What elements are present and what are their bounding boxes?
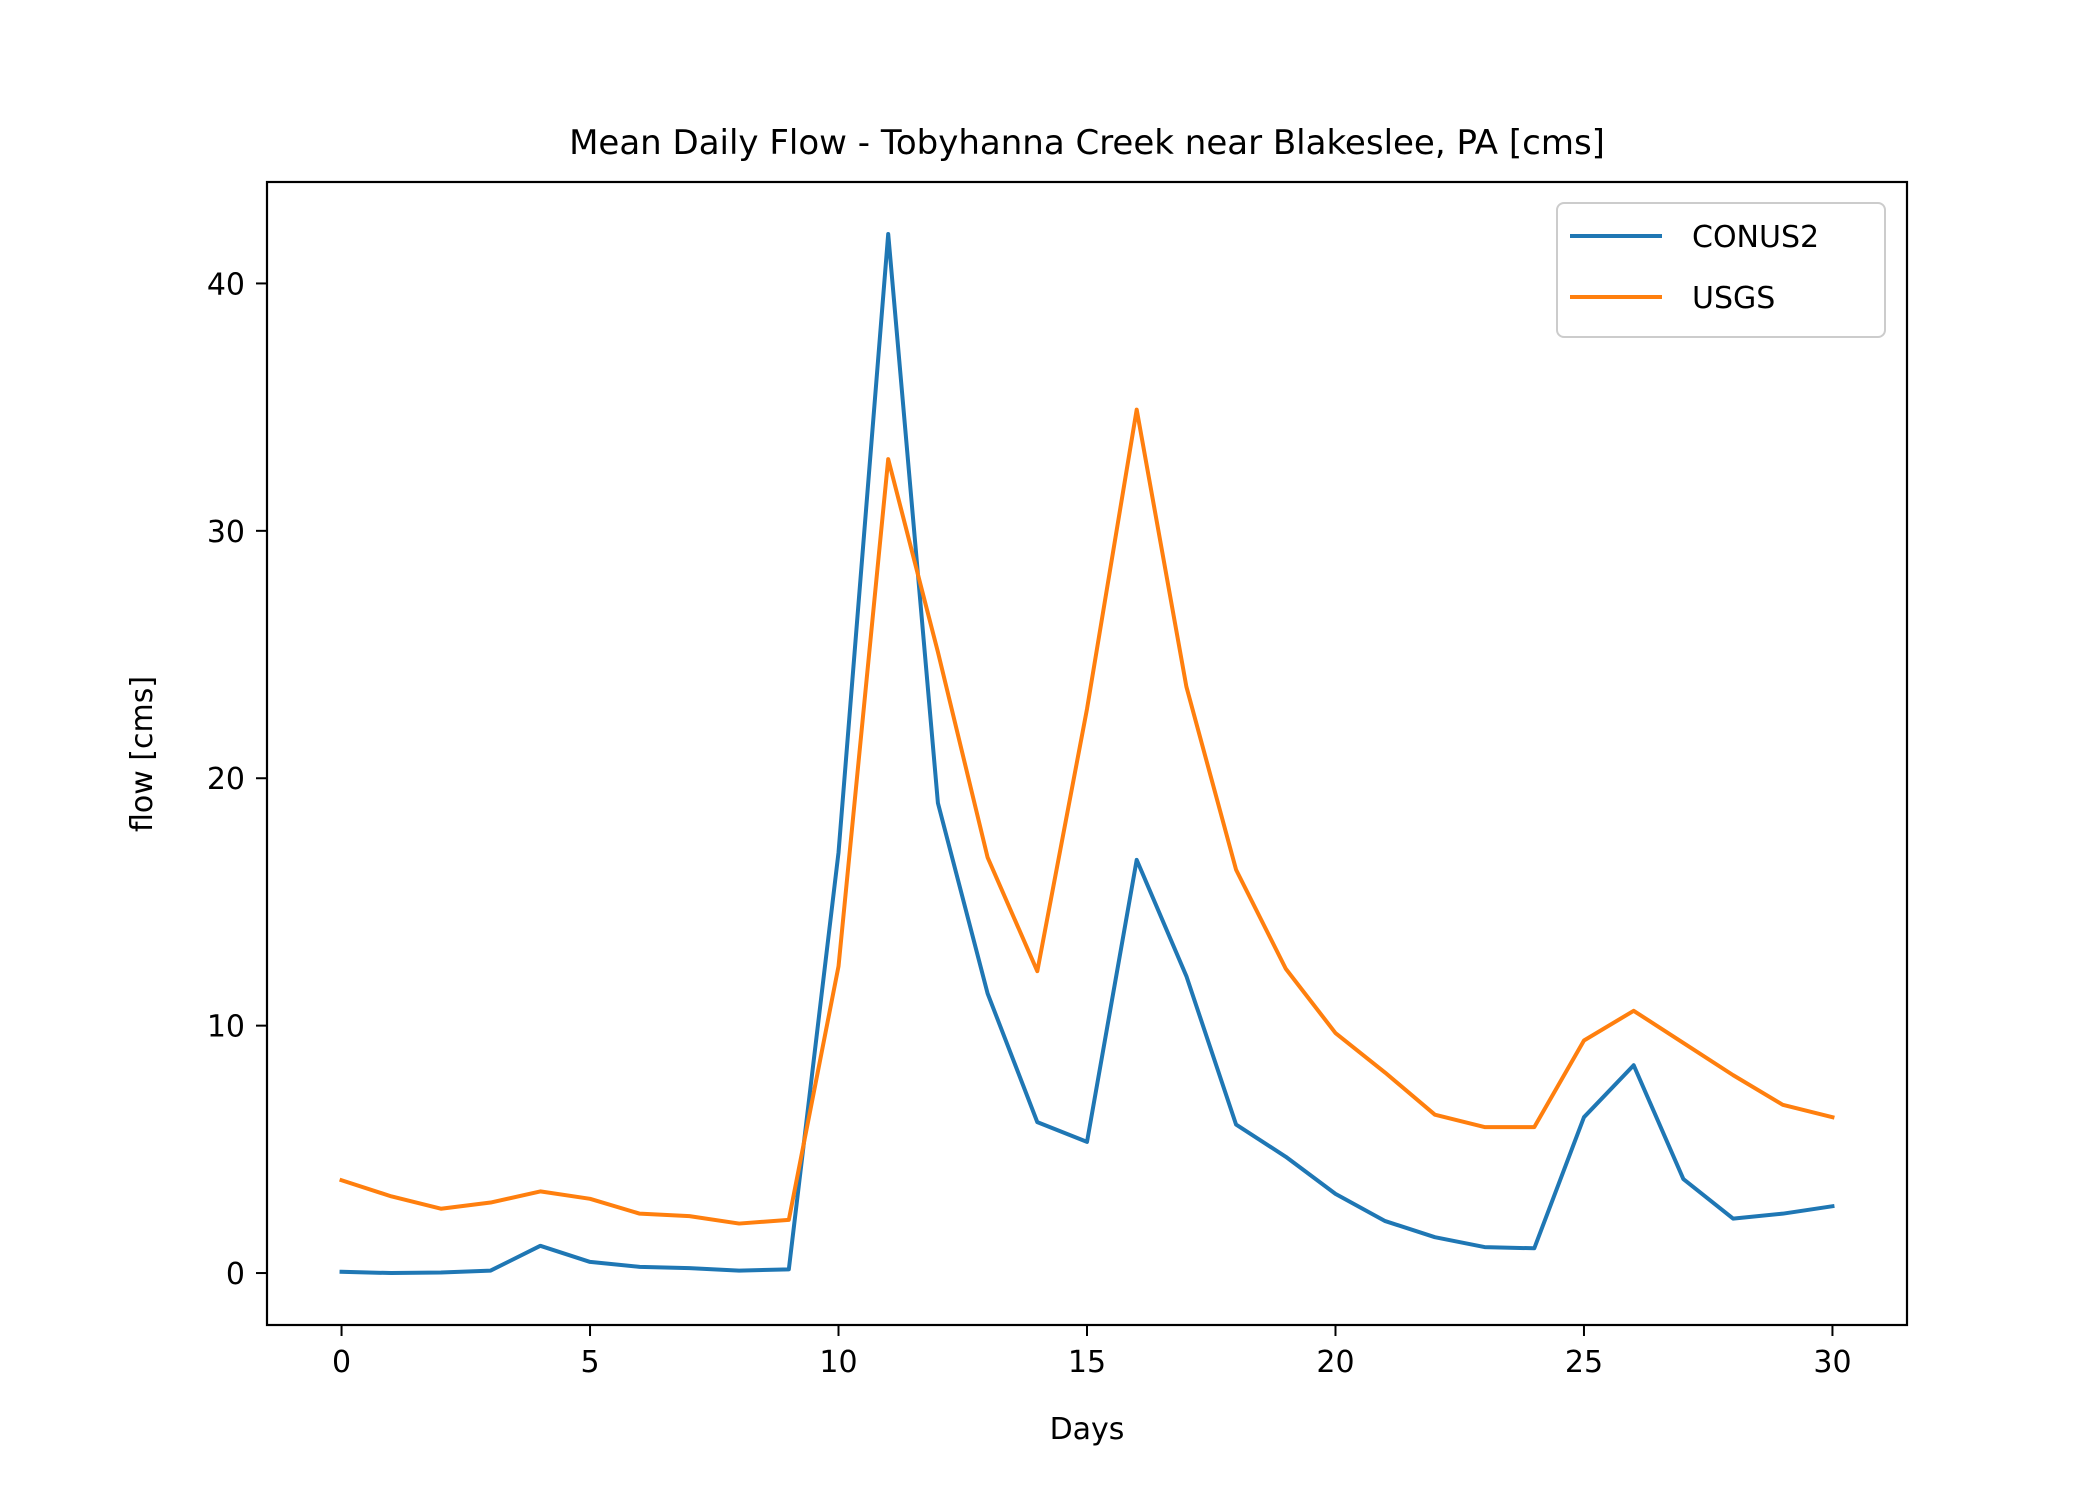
x-tick-label: 30 xyxy=(1813,1345,1851,1380)
x-tick-label: 15 xyxy=(1068,1345,1106,1380)
y-tick-label: 40 xyxy=(207,267,245,302)
x-tick-label: 0 xyxy=(332,1345,351,1380)
x-tick-label: 25 xyxy=(1565,1345,1603,1380)
y-tick-label: 30 xyxy=(207,515,245,550)
legend: CONUS2 USGS xyxy=(1556,202,1886,338)
y-axis: 0 10 20 30 40 xyxy=(207,267,267,1292)
series-line-conus2 xyxy=(339,231,1835,1276)
x-axis-label: Days xyxy=(1050,1412,1125,1447)
x-tick-label: 5 xyxy=(580,1345,599,1380)
plot-lines xyxy=(339,231,1835,1276)
x-axis: 0 5 10 15 20 25 30 xyxy=(332,1325,1852,1380)
y-axis-label: flow [cms] xyxy=(125,676,160,832)
y-tick-label: 20 xyxy=(207,762,245,797)
x-tick-label: 20 xyxy=(1316,1345,1354,1380)
legend-label-conus2: CONUS2 xyxy=(1692,220,1819,255)
legend-label-usgs: USGS xyxy=(1692,281,1775,316)
chart-title: Mean Daily Flow - Tobyhanna Creek near B… xyxy=(569,123,1605,163)
y-tick-label: 10 xyxy=(207,1010,245,1045)
series-line-usgs xyxy=(339,407,1835,1226)
y-tick-label: 0 xyxy=(226,1257,245,1292)
x-tick-label: 10 xyxy=(819,1345,857,1380)
